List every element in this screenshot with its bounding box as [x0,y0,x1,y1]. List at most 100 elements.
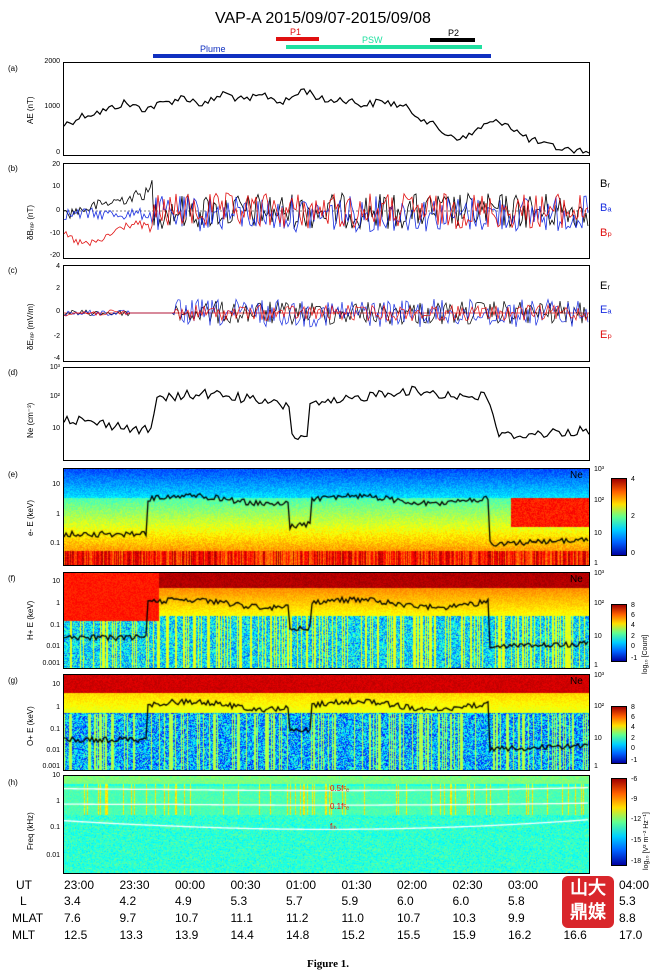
colorbar-f-tick: -1 [631,655,638,662]
panel-a-ylabel: AE (nT) [26,96,35,124]
colorbar-h-tick: -6 [631,776,638,783]
panel-e-tick: 10 [52,481,60,488]
panel-h-tick: 10 [52,772,60,779]
ne-axis-f-tick: 10³ [594,570,605,577]
footer-cell: 3.4 [64,894,81,908]
footer-cell: 14.8 [286,928,310,942]
panel-c-tick: 4 [56,263,60,270]
footer-cell: 02:30 [452,878,483,892]
footer-cell: 13.9 [175,928,199,942]
panel-g-tick: 0.001 [42,763,60,770]
footer-cell: 11.2 [286,911,309,925]
footer-cell: 6.0 [452,894,470,908]
colorbar-h-tick: -9 [631,796,638,803]
footer-cell: 23:30 [119,878,150,892]
panel-g-tick: 0.01 [46,747,60,754]
footer-row-label: L [20,894,27,908]
watermark-logo: 山大 鼎媒 [562,876,614,928]
footer-cell: 5.7 [286,894,303,908]
oxygen-spectrogram [64,675,589,770]
panel-a-tick: 0 [56,149,60,156]
panel-c-plot [63,265,590,362]
footer-cell: 23:00 [64,878,95,892]
ne-axis-e-tick: 10² [594,497,605,504]
colorbar-count-label: log₁₀ [Count] [642,634,649,674]
footer-cell: 11.1 [230,911,253,925]
footer-cell: 9.9 [508,911,525,925]
colorbar-e-tick: 4 [631,476,635,483]
colorbar-g-tick: 2 [631,735,635,742]
footer-cell: 5.3 [230,894,248,908]
colorbar-power-label: log₁₀ [V² m⁻² Hz⁻¹] [643,812,650,870]
panel-e-spectrogram [63,468,590,566]
panel-d-tick: 10² [49,393,60,400]
panel-b-plot [63,163,590,259]
panel-a-tick: 2000 [44,58,60,65]
legend-br: Bᵣ [600,178,610,190]
colorbar-g-tick: 6 [631,714,635,721]
legend-ba: Bₐ [600,202,612,214]
colorbar-f-tick: 4 [631,622,635,629]
psw-bar [286,45,482,49]
colorbar-f-tick: 6 [631,612,635,619]
panel-c-label: (c) [8,266,18,275]
panel-g-tick: 1 [56,704,60,711]
footer-cell: 15.9 [452,928,476,942]
panel-c-tick: 0 [56,308,60,315]
panel-e-ne-note: Ne [570,470,583,481]
panel-f-tick: 0.1 [50,622,60,629]
panel-e-tick: 1 [56,511,60,518]
panel-d-plot [63,367,590,461]
footer-row-label: MLT [12,928,36,942]
magnetic-field-traces [63,180,589,247]
footer-cell: 5.3 [619,894,636,908]
panel-c-tick: -4 [53,355,60,362]
footer-cell: 11.0 [341,911,364,925]
logo-line1: 山大 [570,878,606,898]
panel-g-spectrogram [63,674,590,771]
hydrogen-spectrogram [64,573,589,668]
ae-trace [63,88,590,154]
panel-f-tick: 0.01 [46,643,60,650]
ne-axis-e-tick: 10 [594,530,602,537]
electron-spectrogram [64,469,589,565]
panel-h-tick: 0.01 [46,852,60,859]
panel-g-tick: 10 [52,681,60,688]
footer-cell: 4.9 [175,894,192,908]
footer-cell: 17.0 [619,928,643,942]
footer-cell: 9.7 [119,911,137,925]
figure-title: VAP-A 2015/09/07-2015/09/08 [215,10,431,27]
footer-cell: 7.6 [64,911,81,925]
panel-h-ylabel: Freq (kHz) [26,812,35,850]
footer-cell: 12.5 [64,928,88,942]
footer-cell: 10.7 [397,911,421,925]
ne-axis-e-tick: 1 [594,560,598,567]
panel-b-tick: 10 [52,183,60,190]
panel-c-tick: -2 [53,333,60,340]
colorbar-h-tick: -15 [631,837,642,844]
footer-cell: 00:30 [230,878,261,892]
colorbar-h [611,778,627,866]
footer-cell: 10.7 [175,911,199,925]
panel-f-tick: 1 [56,600,60,607]
footer-cell: 01:30 [341,878,372,892]
colorbar-f-tick: 8 [631,602,635,609]
ne-axis-g-tick: 10 [594,735,602,742]
colorbar-e-tick: 0 [631,550,635,557]
legend-ep: Eₚ [600,329,613,341]
ne-axis-f-tick: 10² [594,600,605,607]
panel-h-tick: 1 [56,798,60,805]
footer-row-label: UT [16,878,32,892]
ne-axis-g-tick: 1 [594,763,598,770]
panel-e-label: (e) [8,470,18,479]
footer-cell: 16.2 [508,928,532,942]
colorbar-f [611,604,627,662]
freq-line-label: fₗₕ [330,822,337,831]
density-trace [63,385,590,441]
panel-b-label: (b) [8,164,18,173]
panel-b-tick: 0 [56,207,60,214]
ne-axis-f-tick: 10 [594,633,602,640]
panel-g-ne-note: Ne [570,676,583,687]
p2-label: P2 [448,28,460,38]
panel-d-ylabel: Ne (cm⁻³) [26,402,35,438]
